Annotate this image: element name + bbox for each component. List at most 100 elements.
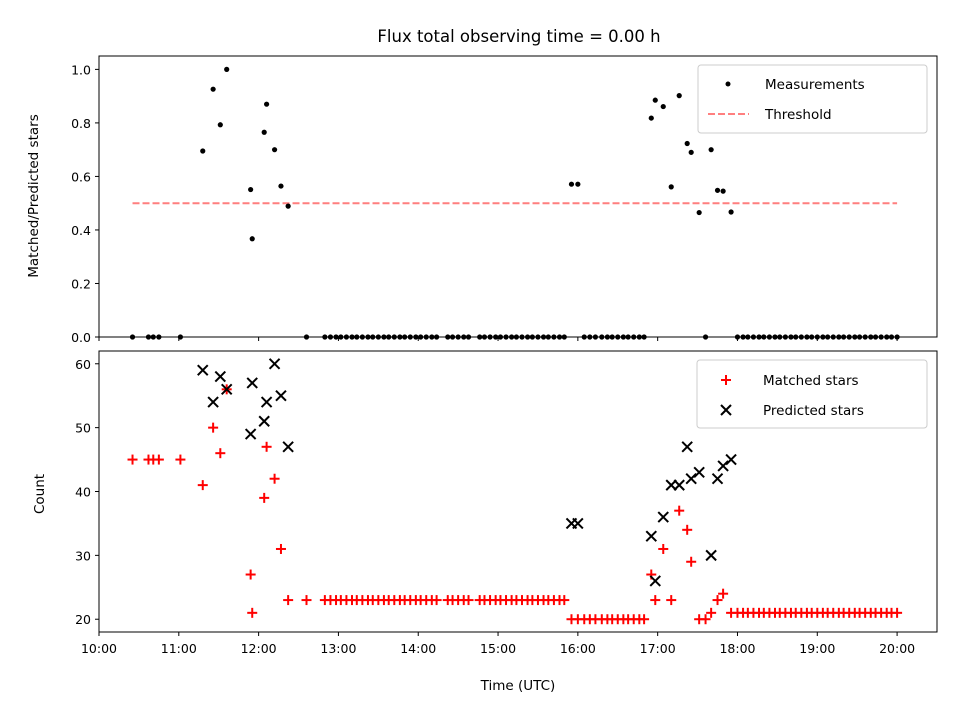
predicted-star-point [711, 473, 724, 485]
measurement-point [676, 93, 682, 99]
legend-predicted-label: Predicted stars [763, 403, 864, 419]
bottom-x-tick-label: 10:00 [81, 641, 117, 656]
predicted-star-point [207, 396, 219, 408]
predicted-star-point [258, 415, 270, 427]
measurement-point [264, 101, 270, 107]
measurement-point [728, 209, 734, 215]
measurement-point [668, 184, 674, 190]
measurement-point [660, 103, 666, 110]
measurement-point [224, 66, 230, 72]
top-x-ticks [98, 337, 898, 341]
predicted-star-point [685, 473, 697, 485]
measurement-point [285, 203, 291, 209]
predicted-star-point [275, 389, 287, 402]
matched-star-point [275, 543, 286, 554]
measurement-point [708, 147, 714, 153]
predicted-star-point [268, 358, 281, 370]
predicted-star-point [260, 396, 273, 408]
bottom-legend-box [696, 359, 928, 429]
matched-star-point [431, 595, 442, 606]
measurement-point [684, 140, 690, 147]
matched-star-point [247, 607, 258, 618]
top-y-axis-label: Matched/Predicted stars [26, 114, 42, 277]
bottom-x-tick-label: 17:00 [640, 641, 676, 656]
matched-star-point [259, 492, 270, 503]
matched-star-point [153, 454, 164, 465]
measurement-point [271, 147, 278, 153]
predicted-star-point [244, 428, 257, 440]
measurement-point [210, 86, 216, 92]
chart-title: Flux total observing time = 0.00 h [377, 27, 660, 46]
bottom-y-tick-label: 20 [75, 612, 91, 627]
predicted-star-point [214, 370, 227, 383]
top-panel: Flux total observing time = 0.00 h 0.00.… [26, 27, 938, 345]
measurement-point [278, 183, 284, 189]
measurement-point [648, 115, 654, 121]
predicted-star-point [681, 441, 693, 453]
matched-star-point [658, 543, 669, 554]
bottom-x-tick-label: 14:00 [400, 641, 436, 656]
bottom-y-axis-label: Count [32, 474, 48, 514]
top-axes-frame [98, 55, 938, 338]
legend-measurements-marker [725, 81, 731, 87]
bottom-x-tick-label: 20:00 [879, 641, 915, 656]
predicted-star-point [673, 479, 685, 491]
bottom-panel: 20 30 40 50 60 10:00 11:00 12:00 13:00 14:00 15:0… [32, 350, 938, 694]
top-data-marks [129, 66, 900, 340]
bottom-x-tick-label: 19:00 [799, 641, 835, 656]
bottom-y-tick-label: 40 [75, 485, 91, 500]
bottom-x-tick-label: 13:00 [320, 641, 356, 656]
bottom-x-tick-label: 11:00 [161, 641, 197, 656]
matched-star-point [283, 595, 294, 606]
matched-star-point [712, 595, 723, 606]
bottom-y-tick-label: 30 [75, 548, 91, 563]
predicted-star-point [220, 383, 233, 396]
legend-matched-marker [721, 375, 731, 385]
top-legend: Measurements Threshold [697, 64, 928, 134]
predicted-star-point [725, 453, 737, 466]
top-y-tick-label: 0.4 [71, 223, 91, 238]
top-y-tick-label: 0.2 [71, 276, 91, 291]
matched-star-point [208, 422, 219, 433]
legend-matched-label: Matched stars [763, 373, 859, 389]
measurement-point [249, 236, 255, 242]
matched-star-point [197, 480, 208, 491]
legend-threshold-label: Threshold [764, 107, 832, 123]
matched-star-point [175, 454, 186, 465]
matched-star-point [674, 505, 685, 516]
bottom-x-tick-label: 16:00 [560, 641, 596, 656]
matched-star-point [700, 614, 711, 625]
measurement-point [248, 186, 254, 193]
matched-star-point [686, 556, 697, 567]
measurement-point [696, 209, 702, 216]
matched-star-point [245, 569, 256, 580]
top-y-tick-label: 0.6 [71, 169, 91, 184]
measurement-point [720, 188, 726, 194]
matched-star-point [559, 595, 570, 606]
predicted-star-point [657, 511, 669, 523]
measurement-point [652, 97, 658, 103]
bottom-x-tick-label: 18:00 [719, 641, 755, 656]
bottom-x-axis: 10:00 11:00 12:00 13:00 14:00 15:00 16:00 17:00… [81, 632, 915, 656]
matched-star-point [639, 614, 650, 625]
top-y-axis: 0.0 0.2 0.4 0.6 0.8 1.0 [71, 62, 99, 345]
matched-star-point [892, 607, 903, 618]
legend-measurements-label: Measurements [765, 77, 865, 93]
matched-star-point [301, 595, 312, 606]
bottom-x-tick-label: 15:00 [480, 641, 516, 656]
matched-star-point [682, 524, 693, 535]
matched-star-point [650, 595, 661, 606]
measurement-point [261, 129, 267, 135]
measurement-point [575, 181, 581, 187]
predicted-star-point [645, 530, 657, 542]
legend-predicted-marker [720, 404, 732, 416]
top-legend-box [697, 64, 928, 134]
matched-star-point [463, 595, 474, 606]
bottom-y-tick-label: 50 [75, 421, 91, 436]
matched-star-point [215, 448, 226, 459]
predicted-star-point [197, 364, 209, 376]
matched-star-point [666, 595, 677, 606]
predicted-star-point [649, 575, 661, 587]
bottom-data-marks [127, 358, 903, 625]
